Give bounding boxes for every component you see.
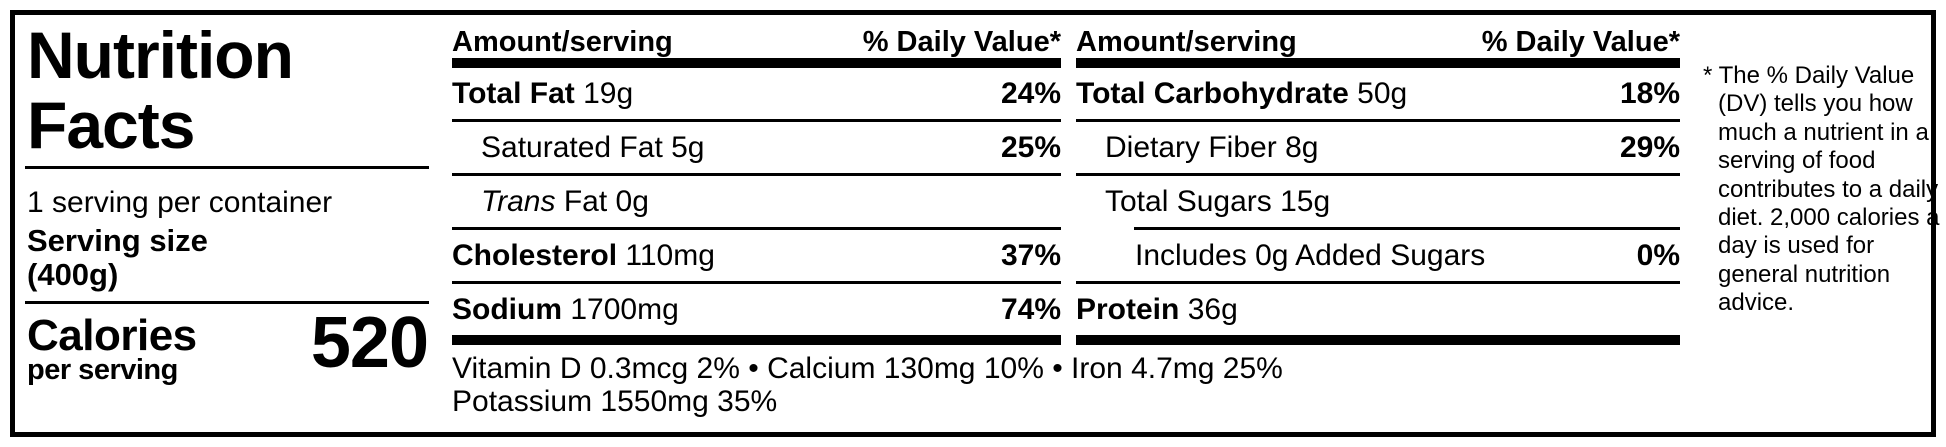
micronutrients-line1: Vitamin D 0.3mcg 2% • Calcium 130mg 10% …: [452, 352, 1283, 385]
nutrient-amount: 8g: [1285, 130, 1319, 164]
nutrient-dv: 74%: [1000, 292, 1061, 326]
row-dietary-fiber: Dietary Fiber 8g 29%: [1076, 122, 1680, 173]
row-added-sugars: Includes 0g Added Sugars 0%: [1076, 230, 1680, 281]
nutrient-dv: 37%: [1000, 238, 1061, 272]
divider-thick: [1076, 58, 1680, 68]
daily-value-header: % Daily Value*: [862, 26, 1061, 58]
nutrient-dv: 0%: [1636, 238, 1680, 272]
row-sodium: Sodium 1700mg 74%: [452, 284, 1061, 335]
nutrient-name-italic: Trans: [481, 184, 556, 218]
amount-serving-header: Amount/serving: [1076, 26, 1297, 58]
label-title: Nutrition Facts: [27, 18, 294, 162]
nutrient-amount: 19g: [583, 76, 634, 110]
label-border: [10, 10, 1936, 437]
nutrient-name: Saturated Fat: [481, 130, 663, 164]
nutrient-name: Sodium: [452, 292, 562, 326]
divider-thin: [25, 301, 429, 304]
amount-serving-header: Amount/serving: [452, 26, 673, 58]
divider-thin: [452, 227, 1061, 230]
column-header: Amount/serving % Daily Value*: [452, 26, 1061, 58]
divider-thin-indented: [1134, 227, 1680, 230]
calories-per-serving: per serving: [27, 354, 178, 386]
row-total-fat: Total Fat 19g 24%: [452, 68, 1061, 119]
nutrient-amount: 0g: [615, 184, 649, 218]
row-trans-fat: Trans Fat 0g: [452, 176, 1061, 227]
nutrient-dv: 24%: [1000, 76, 1061, 110]
daily-value-header: % Daily Value*: [1481, 26, 1680, 58]
column-header: Amount/serving % Daily Value*: [1076, 26, 1680, 58]
row-total-carbohydrate: Total Carbohydrate 50g 18%: [1076, 68, 1680, 119]
servings-per-container: 1 serving per container: [27, 186, 333, 219]
divider-thick: [1076, 335, 1680, 345]
nutrient-name: Dietary Fiber: [1105, 130, 1277, 164]
nutrient-column-left: Amount/serving % Daily Value* Total Fat …: [452, 26, 1061, 345]
divider-thin: [452, 173, 1061, 176]
row-saturated-fat: Saturated Fat 5g 25%: [452, 122, 1061, 173]
nutrient-name: Includes 0g Added Sugars: [1135, 238, 1486, 272]
calories-value: 520: [310, 303, 429, 383]
nutrient-amount: 50g: [1357, 76, 1408, 110]
nutrient-name: Protein: [1076, 292, 1180, 326]
label-title-line2: Facts: [27, 88, 195, 162]
calories-word: Calories: [27, 311, 197, 360]
nutrient-dv: 29%: [1619, 130, 1680, 164]
daily-value-footnote: * The % Daily Value (DV) tells you how m…: [1703, 62, 1940, 317]
nutrient-name: Cholesterol: [452, 238, 618, 272]
nutrient-amount: 5g: [671, 130, 705, 164]
micronutrients-line2: Potassium 1550mg 35%: [452, 385, 778, 418]
divider-thin: [452, 281, 1061, 284]
divider-thin: [1076, 281, 1680, 284]
nutrient-column-right: Amount/serving % Daily Value* Total Carb…: [1076, 26, 1680, 345]
nutrient-name: Fat: [563, 184, 608, 218]
divider-thin: [452, 119, 1061, 122]
divider-thick: [452, 335, 1061, 345]
divider-thick: [452, 58, 1061, 68]
nutrient-name: Total Fat: [452, 76, 575, 110]
row-cholesterol: Cholesterol 110mg 37%: [452, 230, 1061, 281]
nutrient-name: Total Sugars: [1105, 184, 1272, 218]
row-total-sugars: Total Sugars 15g: [1076, 176, 1680, 227]
divider-thin: [1076, 119, 1680, 122]
micronutrients: Vitamin D 0.3mcg 2% • Calcium 130mg 10% …: [452, 352, 1283, 418]
serving-size-label: Serving size: [27, 223, 208, 258]
row-protein: Protein 36g: [1076, 284, 1680, 335]
nutrient-dv: 25%: [1000, 130, 1061, 164]
nutrient-amount: 110mg: [625, 238, 715, 272]
nutrient-dv: 18%: [1619, 76, 1680, 110]
calories-label: Calories per serving: [27, 311, 197, 386]
divider-thin: [25, 166, 429, 169]
nutrient-amount: 36g: [1187, 292, 1238, 326]
nutrient-name: Total Carbohydrate: [1076, 76, 1349, 110]
divider-thin: [1076, 173, 1680, 176]
label-title-line1: Nutrition: [27, 18, 294, 92]
serving-size-value: (400g): [27, 257, 119, 292]
nutrient-amount: 15g: [1280, 184, 1331, 218]
nutrient-amount: 1700mg: [570, 292, 679, 326]
